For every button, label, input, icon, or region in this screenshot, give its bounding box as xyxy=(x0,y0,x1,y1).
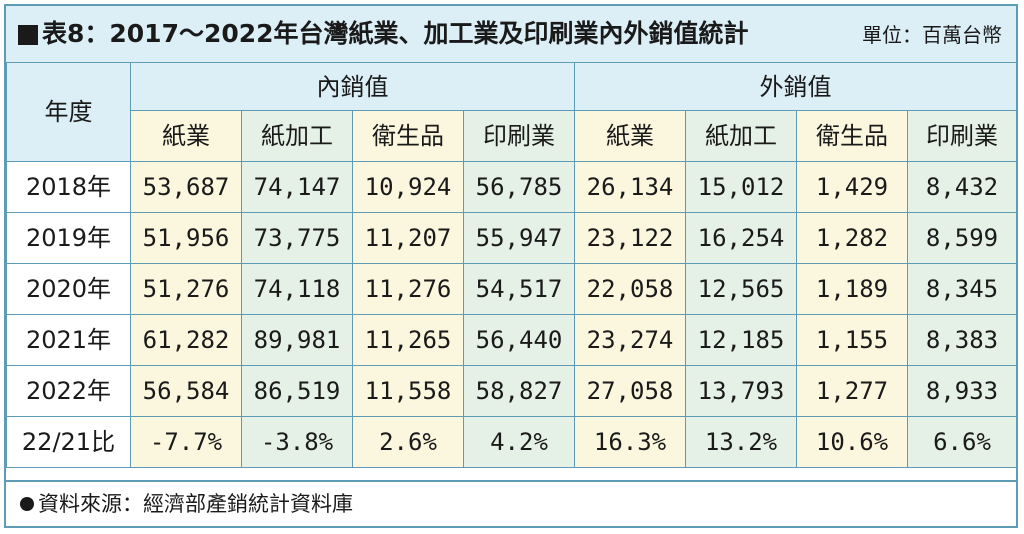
value-cell: 12,185 xyxy=(685,314,797,366)
export-header: 外銷值 xyxy=(574,62,1017,111)
value-cell: 89,981 xyxy=(241,314,353,366)
year-cell: 2022年 xyxy=(6,365,131,417)
value-cell: 4.2% xyxy=(463,416,575,468)
unit-label: 單位：百萬台幣 xyxy=(862,23,1002,47)
domestic-header: 內銷值 xyxy=(130,62,575,111)
value-cell: 58,827 xyxy=(463,365,575,417)
value-cell: 12,565 xyxy=(685,263,797,315)
value-cell: 1,277 xyxy=(796,365,908,417)
value-cell: 8,933 xyxy=(907,365,1017,417)
value-cell: 10,924 xyxy=(352,161,464,213)
year-cell: 22/21比 xyxy=(6,416,131,468)
value-cell: 23,274 xyxy=(574,314,686,366)
value-cell: 54,517 xyxy=(463,263,575,315)
value-cell: 8,345 xyxy=(907,263,1017,315)
sub-header: 紙業 xyxy=(130,110,242,162)
value-cell: 8,599 xyxy=(907,212,1017,264)
value-cell: 26,134 xyxy=(574,161,686,213)
value-cell: 8,383 xyxy=(907,314,1017,366)
statistics-table: 年度 內銷值 外銷值 紙業 紙加工 衛生品 印刷業 紙業 紙加工 衛生品 印刷業… xyxy=(6,62,1017,468)
value-cell: 56,584 xyxy=(130,365,242,417)
value-cell: 74,118 xyxy=(241,263,353,315)
table-row: 22/21比 -7.7% -3.8% 2.6% 4.2% 16.3% 13.2% 10.6% 6… xyxy=(6,416,1017,468)
table-title: 表8：2017～2022年台灣紙業、加工業及印刷業內外銷值統計 xyxy=(42,19,749,48)
table-row: 2020年 51,276 74,118 11,276 54,517 22,058 12,56… xyxy=(6,263,1017,315)
year-cell: 2019年 xyxy=(6,212,131,264)
value-cell: 1,282 xyxy=(796,212,908,264)
value-cell: 51,276 xyxy=(130,263,242,315)
value-cell: 8,432 xyxy=(907,161,1017,213)
source-text: 資料來源：經濟部產銷統計資料庫 xyxy=(38,492,353,516)
sub-header: 紙業 xyxy=(574,110,686,162)
bullet-icon xyxy=(20,497,34,511)
title-square-icon xyxy=(18,25,38,45)
value-cell: 73,775 xyxy=(241,212,353,264)
value-cell: 61,282 xyxy=(130,314,242,366)
sub-header: 紙加工 xyxy=(685,110,797,162)
value-cell: 11,265 xyxy=(352,314,464,366)
value-cell: 11,558 xyxy=(352,365,464,417)
value-cell: 10.6% xyxy=(796,416,908,468)
value-cell: 55,947 xyxy=(463,212,575,264)
value-cell: 22,058 xyxy=(574,263,686,315)
year-cell: 2020年 xyxy=(6,263,131,315)
value-cell: 51,956 xyxy=(130,212,242,264)
value-cell: 1,189 xyxy=(796,263,908,315)
table-row: 2021年 61,282 89,981 11,265 56,440 23,274 12,18… xyxy=(6,314,1017,366)
source-footer: 資料來源：經濟部產銷統計資料庫 xyxy=(6,480,1016,526)
value-cell: 15,012 xyxy=(685,161,797,213)
table-body: 2018年 53,687 74,147 10,924 56,785 26,134 15,01… xyxy=(6,161,1017,468)
sub-header: 衛生品 xyxy=(796,110,908,162)
title-bar: 表8：2017～2022年台灣紙業、加工業及印刷業內外銷值統計 單位：百萬台幣 xyxy=(6,6,1016,64)
value-cell: -7.7% xyxy=(130,416,242,468)
year-cell: 2018年 xyxy=(6,161,131,213)
value-cell: 23,122 xyxy=(574,212,686,264)
value-cell: 56,440 xyxy=(463,314,575,366)
value-cell: 11,276 xyxy=(352,263,464,315)
value-cell: 2.6% xyxy=(352,416,464,468)
value-cell: -3.8% xyxy=(241,416,353,468)
value-cell: 13,793 xyxy=(685,365,797,417)
sub-header: 印刷業 xyxy=(463,110,575,162)
value-cell: 1,429 xyxy=(796,161,908,213)
table-row: 2018年 53,687 74,147 10,924 56,785 26,134 15,01… xyxy=(6,161,1017,213)
sub-header: 印刷業 xyxy=(907,110,1017,162)
value-cell: 86,519 xyxy=(241,365,353,417)
value-cell: 13.2% xyxy=(685,416,797,468)
value-cell: 27,058 xyxy=(574,365,686,417)
value-cell: 53,687 xyxy=(130,161,242,213)
table-frame: 表8：2017～2022年台灣紙業、加工業及印刷業內外銷值統計 單位：百萬台幣 … xyxy=(4,4,1018,528)
value-cell: 16.3% xyxy=(574,416,686,468)
value-cell: 6.6% xyxy=(907,416,1017,468)
value-cell: 74,147 xyxy=(241,161,353,213)
year-header: 年度 xyxy=(6,62,131,162)
sub-header: 紙加工 xyxy=(241,110,353,162)
value-cell: 56,785 xyxy=(463,161,575,213)
year-cell: 2021年 xyxy=(6,314,131,366)
table-row: 2022年 56,584 86,519 11,558 58,827 27,058 13,79… xyxy=(6,365,1017,417)
value-cell: 1,155 xyxy=(796,314,908,366)
table-row: 2019年 51,956 73,775 11,207 55,947 23,122 16,25… xyxy=(6,212,1017,264)
sub-header: 衛生品 xyxy=(352,110,464,162)
value-cell: 11,207 xyxy=(352,212,464,264)
value-cell: 16,254 xyxy=(685,212,797,264)
